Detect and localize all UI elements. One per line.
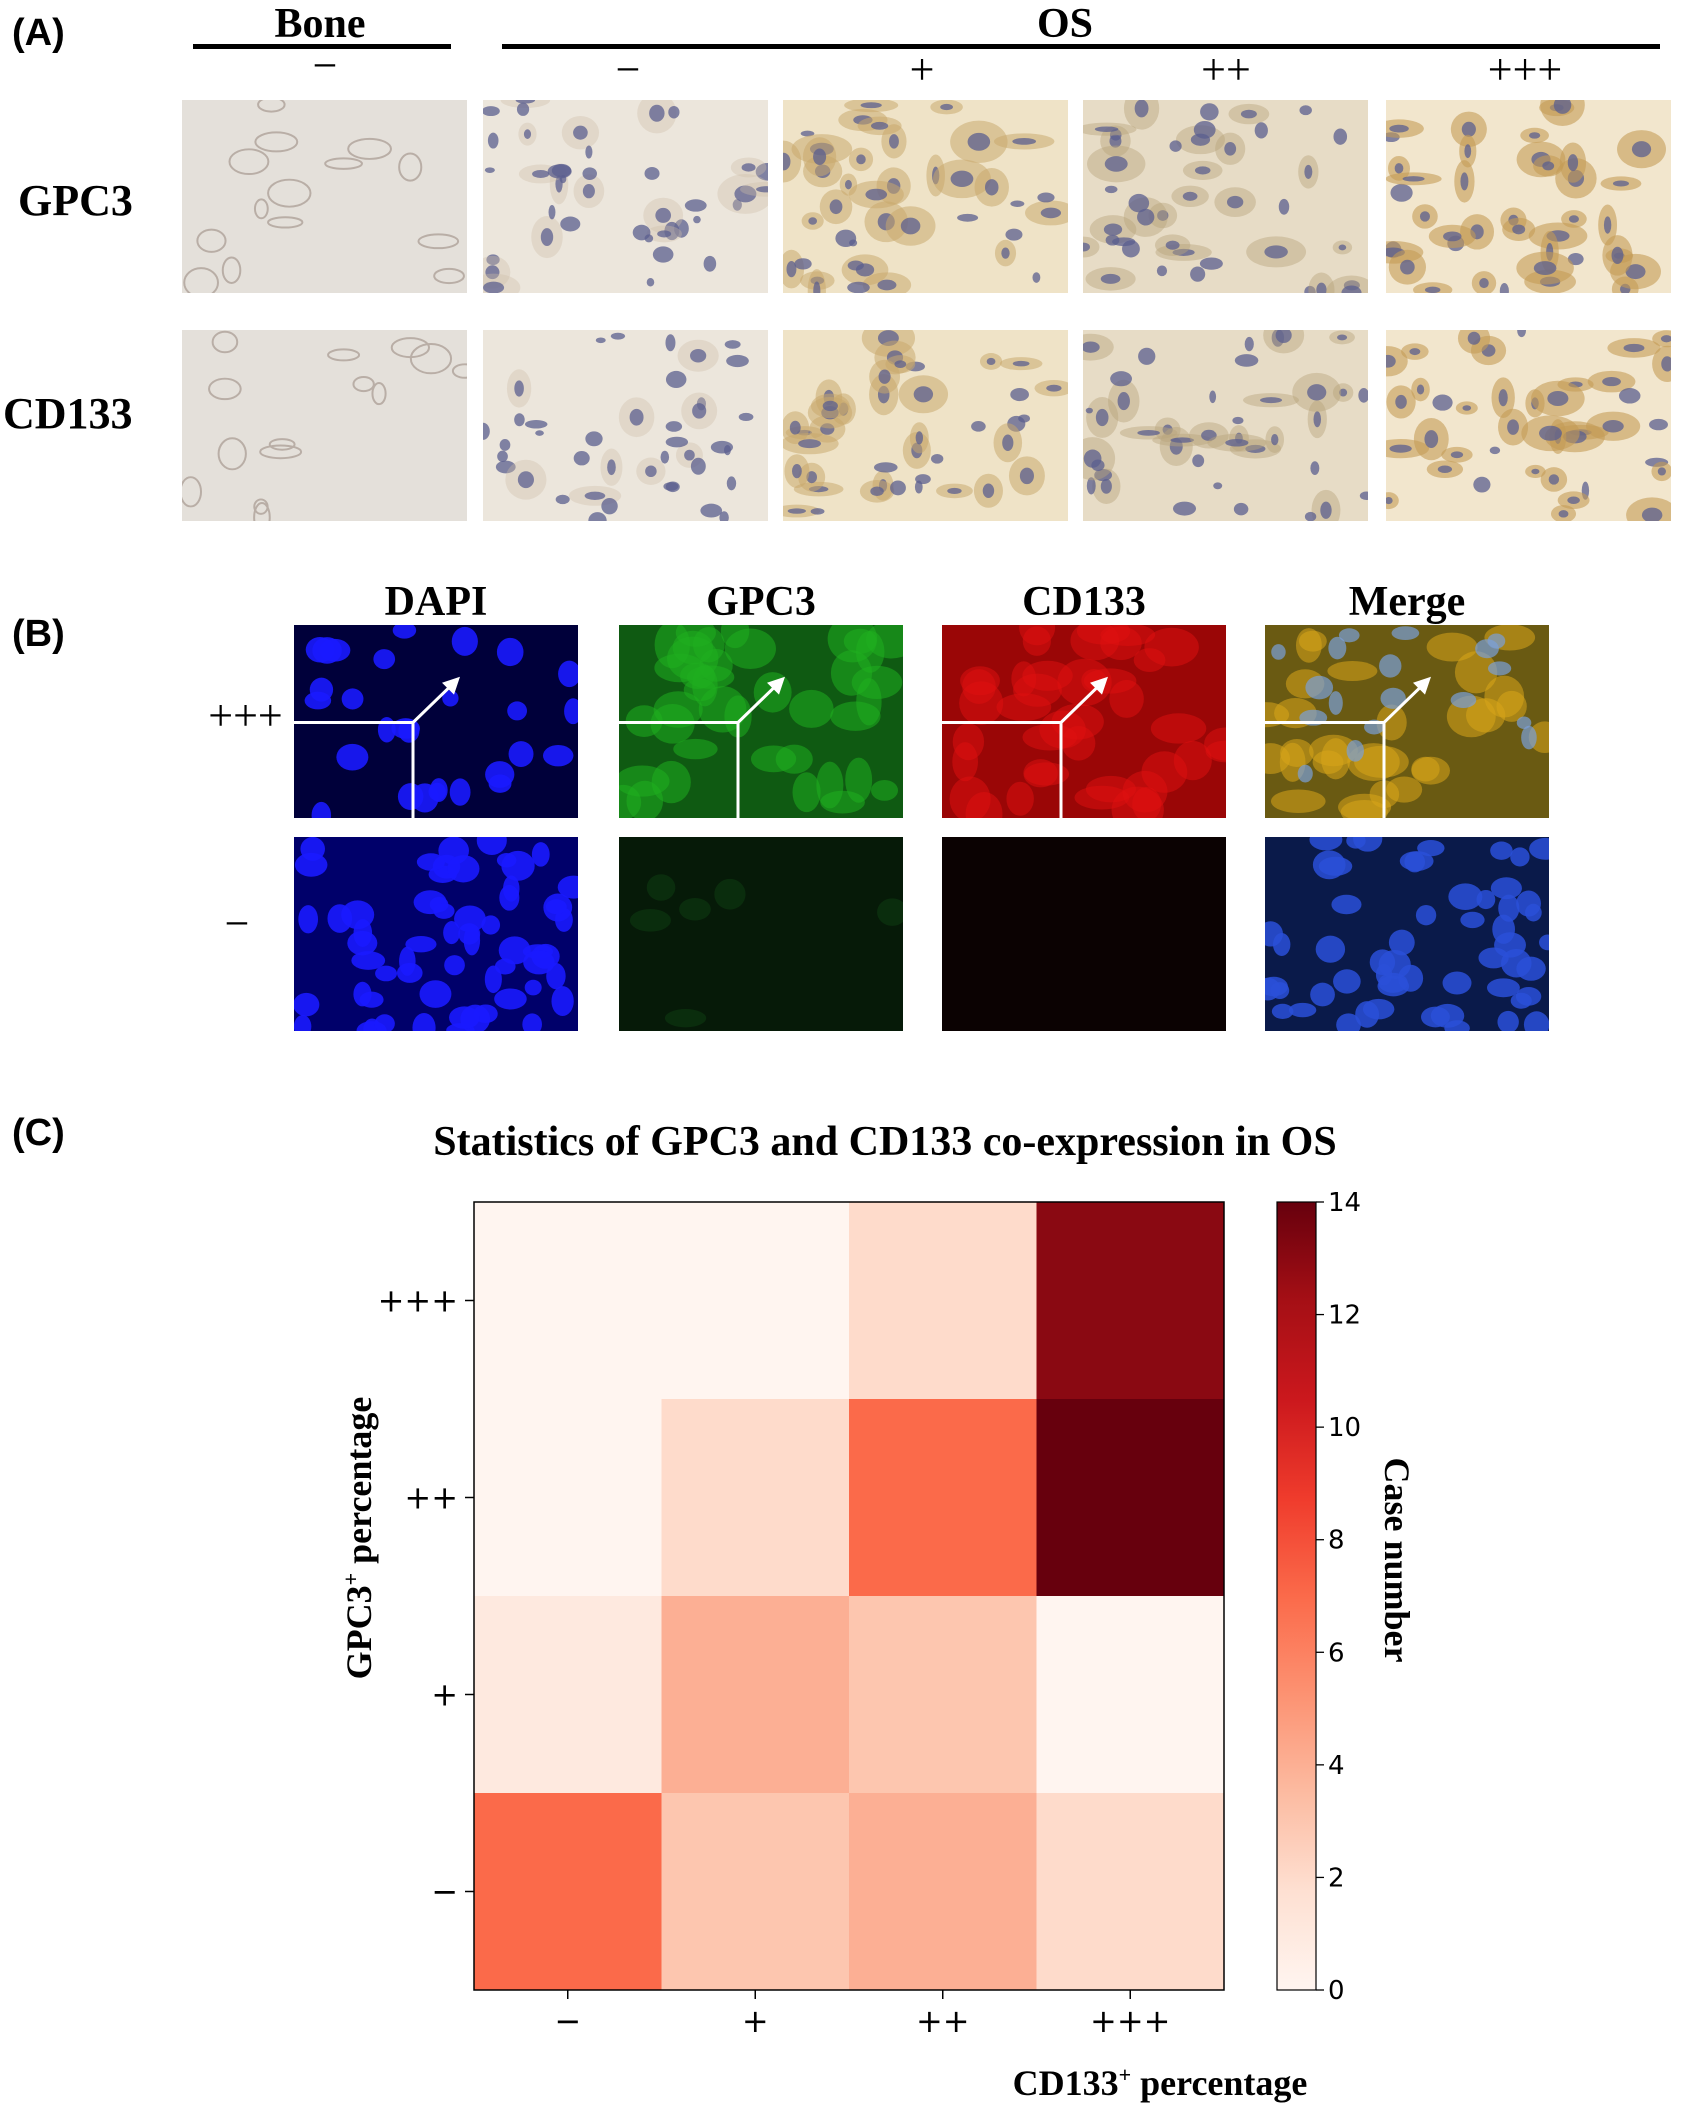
x-axis-label-rest: percentage — [1131, 2063, 1308, 2103]
x-axis-label-main: CD133 — [1012, 2063, 1119, 2103]
y-tick-label: + — [431, 1676, 458, 1714]
x-tick-label: − — [554, 2002, 581, 2040]
if-row-label-high: +++ — [208, 691, 283, 740]
y-axis-label-main: GPC3 — [339, 1585, 379, 1680]
heatmap-cell — [1036, 1202, 1225, 1400]
colorbar-tick-label: 0 — [1328, 1976, 1345, 2006]
heatmap-cell — [1036, 1399, 1225, 1597]
if-image — [294, 837, 578, 1031]
ihc-micrograph — [1083, 100, 1368, 293]
y-axis-label: GPC3+ percentage — [338, 1318, 380, 1758]
ihc-micrograph — [483, 100, 768, 293]
if-channel-header: CD133 — [1022, 579, 1146, 625]
ihc-micrograph — [1083, 330, 1368, 521]
bone-group-label: Bone — [274, 1, 366, 47]
x-tick-label: ++ — [916, 2002, 970, 2040]
ihc-micrograph — [783, 330, 1068, 521]
heatmap-cell — [474, 1596, 662, 1794]
x-tick-label: + — [742, 2002, 769, 2040]
heatmap-cell — [661, 1202, 850, 1400]
os-level-label: + — [909, 45, 935, 94]
heatmap-cell — [849, 1202, 1037, 1400]
heatmap-cell — [661, 1793, 850, 1991]
if-image — [942, 625, 1226, 818]
y-tick-label: − — [431, 1873, 458, 1911]
x-axis-label: CD133+ percentage — [940, 2062, 1380, 2104]
heatmap-cell — [849, 1399, 1037, 1597]
heatmap-cell — [849, 1793, 1037, 1991]
ihc-micrograph — [1386, 330, 1671, 521]
if-row-label-neg: − — [224, 899, 250, 948]
if-image — [1265, 837, 1549, 1031]
colorbar-tick-label: 12 — [1328, 1301, 1361, 1331]
if-channel-header: DAPI — [384, 579, 488, 625]
colorbar-tick-label: 6 — [1328, 1638, 1345, 1668]
ihc-micrograph — [182, 100, 467, 293]
os-level-label: ++ — [1201, 45, 1251, 94]
if-image — [619, 837, 903, 1031]
colorbar-tick-label: 14 — [1328, 1188, 1361, 1218]
y-axis-label-rest: percentage — [339, 1396, 379, 1573]
ihc-micrograph — [1386, 100, 1671, 293]
heatmap-frame — [473, 1201, 1225, 1991]
os-level-label: +++ — [1487, 45, 1563, 94]
if-channel-header: Merge — [1348, 579, 1466, 625]
if-image — [1265, 625, 1549, 818]
y-tick-label: ++ — [404, 1479, 458, 1517]
ihc-micrograph — [483, 330, 768, 521]
bone-level-label: − — [312, 41, 338, 90]
colorbar-label: Case number — [1377, 1457, 1417, 1663]
panel-a-letter: (A) — [12, 12, 65, 54]
colorbar-tick-label: 10 — [1328, 1413, 1361, 1443]
os-group-rule — [502, 44, 1660, 49]
heatmap-cell — [1036, 1596, 1225, 1794]
colorbar — [1276, 1201, 1317, 1991]
x-tick-label: +++ — [1090, 2002, 1170, 2040]
os-level-label: − — [615, 45, 641, 94]
if-image — [294, 625, 578, 818]
panel-c-letter: (C) — [12, 1112, 65, 1154]
heatmap-cell — [474, 1793, 662, 1991]
colorbar-tick-label: 4 — [1328, 1751, 1345, 1781]
row-label-gpc3: GPC3 — [18, 176, 133, 225]
ihc-micrograph — [783, 100, 1068, 293]
if-image — [942, 837, 1226, 1031]
heatmap-cell — [474, 1399, 662, 1597]
heatmap-cell — [849, 1596, 1037, 1794]
heatmap-cell — [1036, 1793, 1225, 1991]
row-label-cd133: CD133 — [3, 389, 133, 438]
heatmap-cell — [661, 1399, 850, 1597]
ihc-micrograph — [182, 330, 467, 521]
colorbar-tick-label: 8 — [1328, 1526, 1345, 1556]
bone-group-rule — [193, 44, 451, 49]
heatmap-cell — [474, 1202, 662, 1400]
panel-b-letter: (B) — [12, 613, 65, 655]
if-image — [619, 625, 903, 818]
os-group-label: OS — [1036, 1, 1094, 47]
heatmap-cell — [661, 1596, 850, 1794]
x-axis-label-sup: + — [1118, 2062, 1132, 2087]
y-axis-label-sup: + — [338, 1572, 363, 1586]
heatmap-title: Statistics of GPC3 and CD133 co-expressi… — [433, 1119, 1337, 1165]
if-channel-header: GPC3 — [706, 579, 816, 625]
y-tick-label: +++ — [378, 1282, 458, 1320]
colorbar-tick-label: 2 — [1328, 1863, 1345, 1893]
